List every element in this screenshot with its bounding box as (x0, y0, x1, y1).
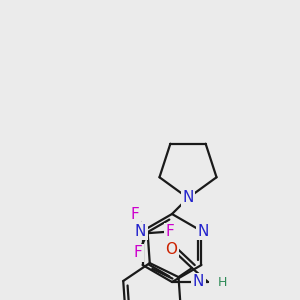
Text: F: F (165, 224, 174, 239)
Text: N: N (182, 190, 194, 206)
Text: F: F (134, 245, 142, 260)
Text: N: N (198, 224, 209, 238)
Text: O: O (165, 242, 177, 257)
Text: F: F (131, 207, 140, 222)
Text: H: H (218, 275, 227, 289)
Text: N: N (193, 274, 204, 290)
Text: N: N (135, 224, 146, 238)
